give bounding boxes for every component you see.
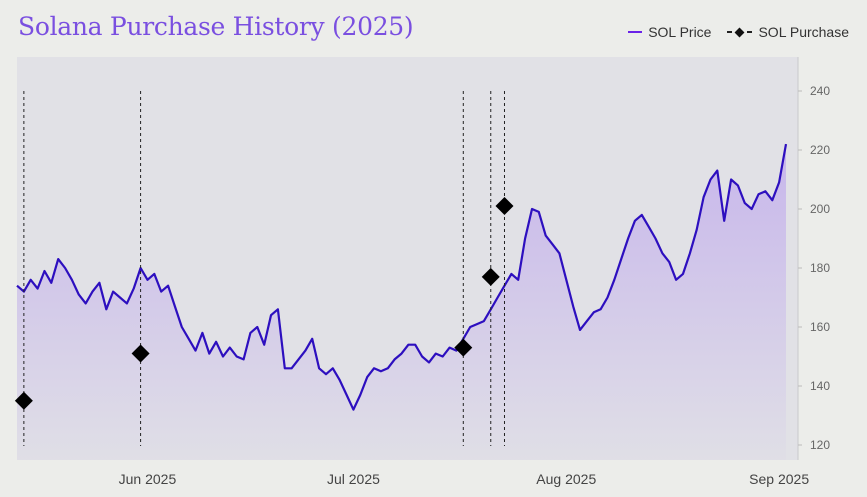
purchase-marker: [481, 267, 500, 286]
y-tick-label: 240: [810, 84, 830, 98]
y-tick-label: 220: [810, 143, 830, 157]
x-tick-label: Sep 2025: [749, 471, 809, 487]
legend: SOL Price SOL Purchase: [628, 24, 849, 40]
legend-item-purchase: SOL Purchase: [727, 24, 849, 40]
x-tick-label: Jul 2025: [327, 471, 380, 487]
legend-diamond-swatch: [727, 27, 753, 37]
purchase-marker: [14, 391, 33, 410]
x-tick-label: Aug 2025: [536, 471, 596, 487]
chart-title: Solana Purchase History (2025): [18, 12, 414, 41]
legend-item-price: SOL Price: [628, 24, 711, 40]
purchase-marker: [495, 197, 514, 216]
y-tick-label: 200: [810, 202, 830, 216]
x-tick-label: Jun 2025: [119, 471, 177, 487]
y-tick-label: 140: [810, 379, 830, 393]
purchase-marker: [131, 344, 150, 363]
price-area-fill: [17, 144, 786, 460]
y-tick-label: 120: [810, 438, 830, 452]
legend-line-swatch: [628, 31, 643, 33]
y-tick-label: 180: [810, 261, 830, 275]
price-line: [16, 143, 788, 411]
legend-price-label: SOL Price: [648, 24, 712, 40]
y-tick-label: 160: [810, 320, 830, 334]
legend-purchase-label: SOL Purchase: [758, 24, 849, 40]
purchase-marker: [454, 338, 473, 357]
